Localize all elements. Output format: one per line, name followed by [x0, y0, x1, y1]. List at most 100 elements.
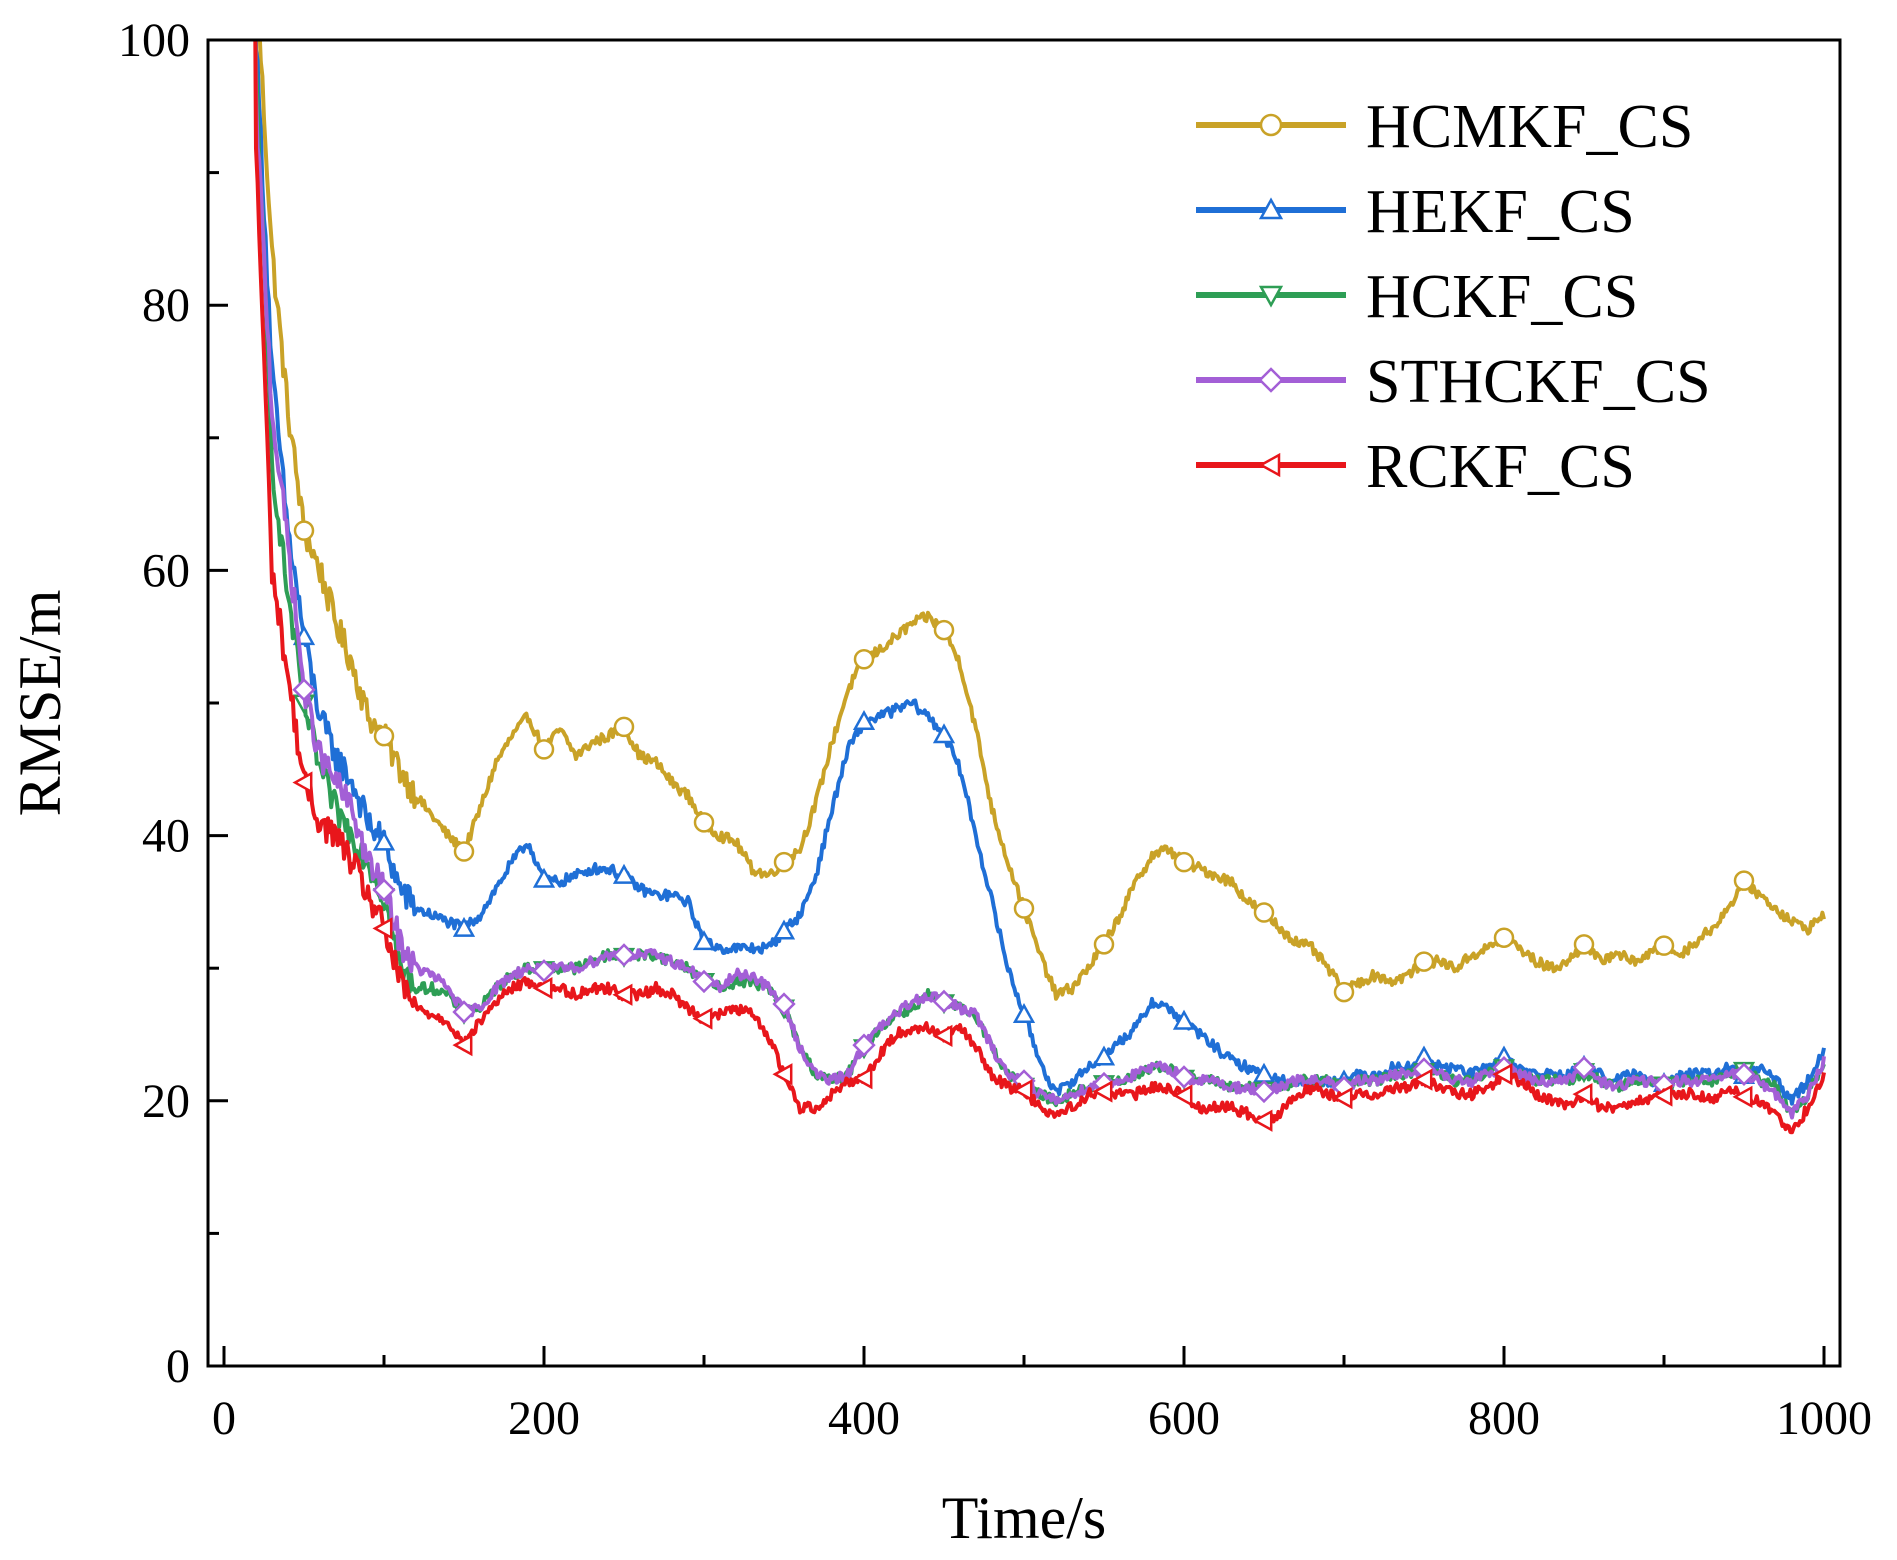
marker-diamond — [1732, 1062, 1756, 1086]
marker-triangle-left — [932, 1024, 953, 1047]
marker-triangle-left — [1572, 1083, 1593, 1106]
marker-triangle-left — [772, 1063, 793, 1086]
marker-triangle-up — [692, 930, 716, 951]
marker-triangle-up — [852, 709, 876, 731]
legend-label: STHCKF_CS — [1366, 348, 1711, 416]
legend-item: STHCKF_CS — [1196, 348, 1711, 416]
marker-triangle-left — [1172, 1084, 1193, 1107]
marker-triangle-up — [1092, 1045, 1116, 1066]
y-tick-label: 100 — [118, 14, 190, 67]
marker-diamond — [852, 1033, 876, 1057]
marker-diamond — [1172, 1065, 1196, 1089]
marker-triangle-up — [372, 830, 396, 851]
marker-triangle-left — [1092, 1080, 1113, 1103]
legend-label: RCKF_CS — [1366, 433, 1635, 501]
x-tick-label: 600 — [1148, 1392, 1220, 1445]
marker-triangle-up — [1172, 1009, 1196, 1030]
marker-triangle-left — [612, 983, 633, 1006]
marker-triangle-up — [932, 723, 956, 744]
series-line — [253, 40, 1826, 1135]
marker-circle — [1173, 851, 1195, 873]
marker-triangle-left — [852, 1067, 873, 1090]
marker-diamond — [612, 943, 636, 967]
marker-triangle-left — [1252, 1109, 1273, 1132]
series-line — [253, 40, 1826, 1120]
x-tick-label: 0 — [212, 1392, 236, 1445]
marker-triangle-left — [1258, 452, 1281, 478]
legend-label: HCKF_CS — [1366, 263, 1638, 331]
legend-item: HEKF_CS — [1196, 178, 1635, 246]
marker-diamond — [932, 989, 956, 1014]
marker-circle — [293, 520, 315, 541]
marker-circle — [1333, 981, 1355, 1003]
y-tick-label: 0 — [166, 1340, 190, 1393]
marker-circle — [1493, 927, 1515, 948]
legend-label: HEKF_CS — [1366, 178, 1635, 246]
legend-item: HCKF_CS — [1196, 263, 1638, 331]
marker-triangle-left — [1412, 1068, 1433, 1091]
marker-triangle-left — [292, 771, 313, 794]
legend-item: RCKF_CS — [1196, 433, 1635, 501]
x-tick-label: 800 — [1468, 1392, 1540, 1445]
axis-ticks: 0 200 400 600 800 1000 0 20 40 60 80 100 — [118, 14, 1872, 1445]
marker-triangle-up — [772, 919, 796, 940]
marker-circle — [453, 841, 475, 862]
y-axis-title: RMSE/m — [7, 590, 73, 817]
marker-diamond — [452, 1000, 476, 1024]
marker-triangle-left — [452, 1033, 473, 1057]
x-axis-title: Time/s — [942, 1485, 1107, 1551]
marker-diamond — [1252, 1079, 1276, 1104]
marker-triangle-up — [452, 916, 476, 937]
legend-item: HCMKF_CS — [1196, 93, 1693, 161]
marker-triangle-left — [1732, 1085, 1753, 1108]
marker-circle — [1733, 870, 1755, 891]
marker-triangle-left — [692, 1007, 713, 1030]
marker-diamond — [692, 969, 716, 994]
marker-circle — [853, 648, 875, 670]
marker-diamond — [1258, 367, 1284, 393]
marker-circle — [533, 739, 555, 760]
x-tick-label: 1000 — [1776, 1392, 1872, 1445]
marker-circle — [613, 716, 635, 738]
marker-triangle-up — [532, 867, 556, 888]
x-tick-label: 400 — [828, 1392, 900, 1445]
marker-triangle-left — [532, 976, 553, 1000]
marker-diamond — [372, 878, 396, 902]
x-tick-label: 200 — [508, 1392, 580, 1445]
marker-triangle-up — [612, 863, 636, 884]
series-layer — [253, 40, 1826, 1135]
marker-circle — [773, 851, 795, 873]
marker-triangle-up — [1258, 197, 1284, 220]
marker-triangle-left — [1012, 1079, 1033, 1102]
marker-circle — [693, 812, 715, 833]
marker-diamond — [1572, 1055, 1596, 1080]
marker-diamond — [772, 992, 796, 1016]
marker-circle — [933, 619, 955, 641]
marker-circle — [1253, 902, 1275, 923]
marker-circle — [1413, 951, 1435, 972]
marker-circle — [1653, 935, 1675, 956]
marker-diamond — [292, 678, 316, 702]
marker-circle — [1259, 113, 1283, 137]
y-tick-label: 80 — [142, 279, 190, 332]
marker-triangle-left — [1492, 1063, 1513, 1086]
marker-circle — [1573, 934, 1595, 955]
marker-circle — [1013, 898, 1035, 919]
series-hcmkf-cs — [257, 40, 1826, 1003]
series-rckf-cs — [253, 40, 1826, 1135]
marker-triangle-left — [1652, 1084, 1673, 1107]
y-tick-label: 40 — [142, 810, 190, 863]
marker-circle — [1093, 934, 1115, 955]
series-line — [257, 40, 1826, 1001]
marker-circle — [373, 725, 395, 747]
legend: HCMKF_CS HEKF_CS HCKF_CS STHCKF_CS RCKF_CS — [1196, 93, 1711, 501]
marker-triangle-left — [372, 917, 393, 940]
y-tick-label: 60 — [142, 544, 190, 597]
legend-label: HCMKF_CS — [1366, 93, 1693, 161]
y-tick-label: 20 — [142, 1075, 190, 1128]
marker-triangle-down — [1258, 285, 1284, 308]
marker-triangle-left — [1332, 1087, 1353, 1110]
marker-diamond — [532, 959, 556, 983]
